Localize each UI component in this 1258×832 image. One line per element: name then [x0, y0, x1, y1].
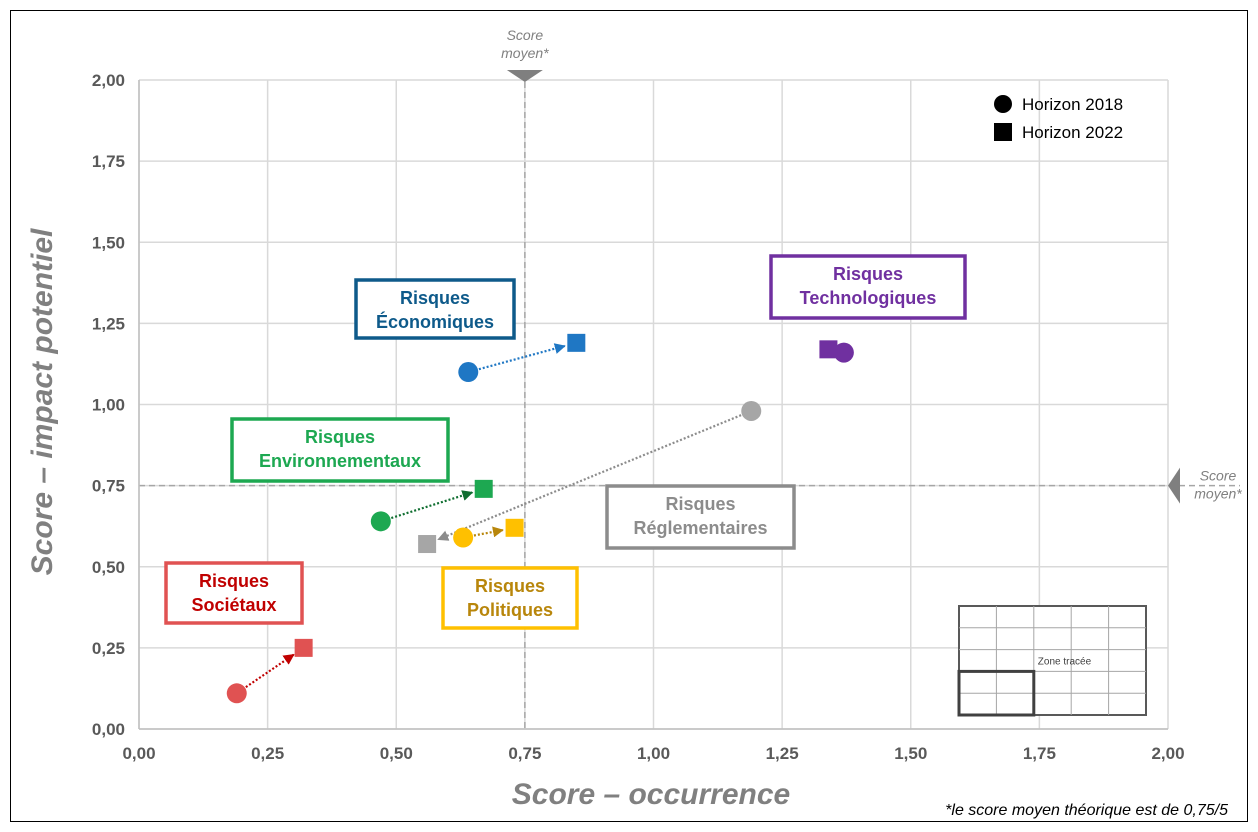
series-label: Risques: [400, 288, 470, 308]
point-2018: [370, 511, 391, 532]
trend-arrow: [478, 343, 566, 371]
legend-square-icon: [994, 123, 1012, 141]
legend-entry-label: Horizon 2018: [1022, 95, 1123, 114]
trend-arrow: [437, 414, 742, 541]
point-2022: [474, 479, 493, 498]
chart-frame: [10, 10, 1248, 822]
x-tick-label: 2,00: [1151, 744, 1184, 763]
point-2018: [458, 362, 479, 383]
y-tick-label: 1,00: [92, 396, 125, 415]
series-label: Technologiques: [800, 288, 937, 308]
series-label: Environnementaux: [259, 451, 421, 471]
y-tick-label: 0,75: [92, 477, 125, 496]
point-2018: [226, 683, 247, 704]
mean-score-right-label: Score: [1200, 468, 1237, 484]
series-label: Risques: [833, 264, 903, 284]
mean-score-right-label: moyen*: [1194, 486, 1242, 502]
y-tick-label: 1,50: [92, 233, 125, 252]
series-label-box: [164, 561, 304, 625]
x-tick-label: 0,25: [251, 744, 284, 763]
point-2022: [819, 340, 838, 359]
x-tick-label: 0,75: [508, 744, 541, 763]
legend-entry-label: Horizon 2022: [1022, 123, 1123, 142]
point-2018: [453, 527, 474, 548]
series-label: Économiques: [376, 311, 494, 332]
series-label-box: [354, 278, 516, 340]
inset-frame: [958, 605, 1147, 716]
series-label: Politiques: [467, 600, 553, 620]
inset-zone-box: [957, 669, 1036, 717]
series-label: Risques: [665, 494, 735, 514]
x-tick-label: 1,75: [1023, 744, 1056, 763]
x-tick-label: 0,00: [122, 744, 155, 763]
mean-score-top-marker: [506, 70, 543, 82]
legend-circle-icon: [994, 95, 1012, 113]
x-axis-label: Score – occurrence: [512, 778, 790, 811]
point-2018: [741, 400, 762, 421]
trend-arrow: [390, 490, 474, 520]
series-label: Risques: [199, 571, 269, 591]
y-axis-label: Score – impact potentiel: [26, 228, 59, 575]
y-tick-label: 2,00: [92, 71, 125, 90]
x-tick-label: 0,50: [380, 744, 413, 763]
series-label: Risques: [305, 427, 375, 447]
inset-label: Zone tracée: [1038, 657, 1092, 668]
point-2022: [505, 518, 524, 537]
series-label-box: [230, 417, 450, 483]
point-2018: [833, 342, 854, 363]
y-tick-label: 1,25: [92, 314, 125, 333]
point-2022: [294, 638, 313, 657]
x-tick-label: 1,00: [637, 744, 670, 763]
y-tick-label: 0,50: [92, 558, 125, 577]
y-tick-label: 0,00: [92, 720, 125, 739]
point-2022: [418, 535, 437, 554]
series-label-box: [605, 484, 796, 550]
trend-arrow: [245, 653, 295, 689]
series-label: Sociétaux: [191, 595, 276, 615]
mean-score-right-marker: [1168, 467, 1180, 504]
trend-arrow: [473, 526, 504, 538]
point-2022: [567, 333, 586, 352]
series-label: Réglementaires: [633, 518, 767, 538]
mean-score-top-label: moyen*: [501, 45, 549, 61]
series-label-box: [769, 254, 967, 320]
series-label-box: [441, 566, 579, 630]
x-tick-label: 1,50: [894, 744, 927, 763]
y-tick-label: 0,25: [92, 639, 125, 658]
mean-score-top-label: Score: [507, 27, 544, 43]
series-label: Risques: [475, 576, 545, 596]
y-tick-label: 1,75: [92, 152, 125, 171]
footnote: *le score moyen théorique est de 0,75/5: [945, 802, 1228, 819]
x-tick-label: 1,25: [766, 744, 799, 763]
